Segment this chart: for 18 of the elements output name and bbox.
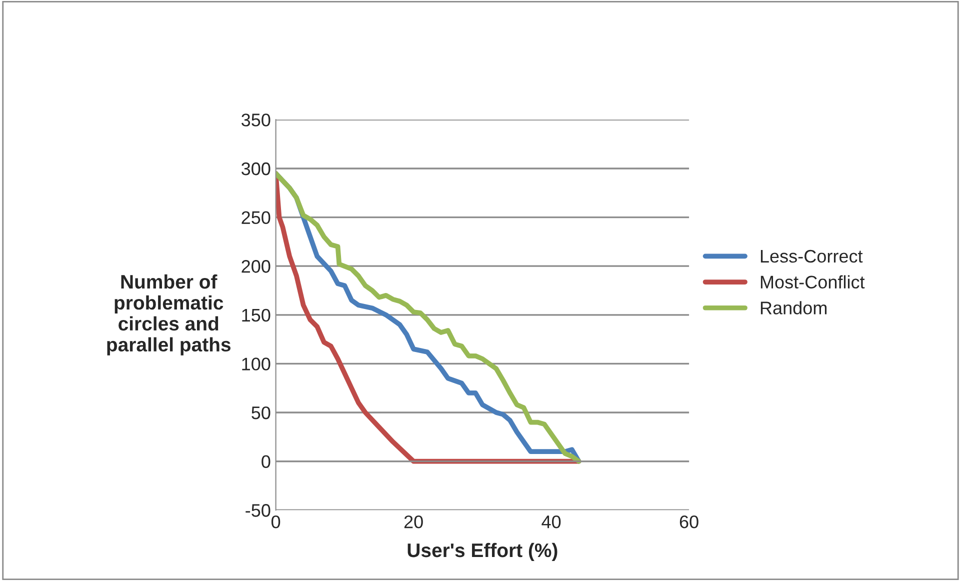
y-tick-label: 50 [252, 406, 270, 420]
x-tick-label: 0 [271, 515, 280, 528]
y-tick-label: 200 [242, 260, 270, 273]
x-tick-label: 40 [542, 515, 561, 528]
legend-label: Random [760, 301, 827, 314]
y-tick-label: 350 [242, 114, 270, 126]
x-tick-label: 20 [404, 515, 423, 528]
y-axis-title: Number of problematic circles and parallel paths [107, 274, 230, 356]
y-tick-label: 250 [242, 211, 270, 224]
legend-label: Less-Correct [760, 250, 863, 263]
x-tick-label: 60 [680, 515, 698, 528]
y-tick-label: -50 [246, 504, 270, 517]
y-tick-label: 0 [262, 455, 270, 468]
y-tick-label: 100 [242, 358, 270, 370]
legend-label: Most-Conflict [760, 275, 865, 289]
x-axis-title: User's Effort (%) [408, 542, 558, 562]
y-tick-label: 150 [242, 308, 270, 322]
y-tick-label: 300 [242, 162, 270, 176]
